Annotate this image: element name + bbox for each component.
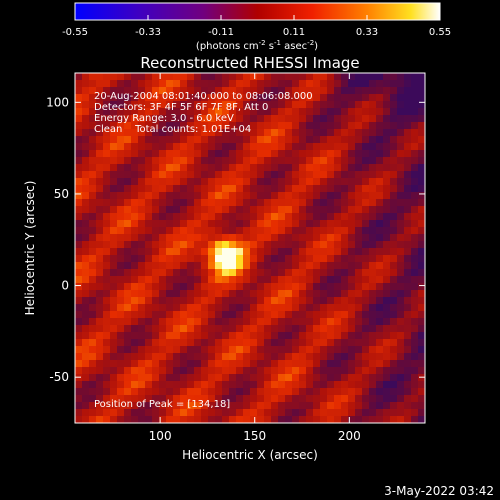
y-axis-label: Heliocentric Y (arcsec) (23, 181, 37, 316)
colorbar-tick-label: -0.33 (135, 27, 161, 38)
colorbar (74, 2, 441, 21)
chart-title: Reconstructed RHESSI Image (140, 54, 359, 72)
annotation-peak: Position of Peak = [134,18] (94, 399, 230, 410)
colorbar-unit-label: (photons cm-2 s-1 asec-2) (196, 39, 318, 52)
x-tick-label: 100 (149, 429, 172, 443)
colorbar-tick-label: 0.11 (283, 27, 305, 38)
heatmap-image (75, 73, 425, 423)
annotation-detectors: Detectors: 3F 4F 5F 6F 7F 8F, Att 0 (94, 102, 268, 113)
colorbar-tick-label: 0.33 (356, 27, 378, 38)
x-tick-label: 150 (243, 429, 266, 443)
annotation-time: 20-Aug-2004 08:01:40.000 to 08:06:08.000 (94, 91, 313, 102)
plot-frame (74, 72, 426, 424)
axis-ticks: 100 150 200 -50 0 50 100 (46, 73, 425, 443)
y-tick-label: -50 (49, 370, 69, 384)
x-tick-label: 200 (338, 429, 361, 443)
colorbar-ticks: -0.55 -0.33 -0.11 0.11 0.33 0.55 (62, 15, 451, 38)
y-tick-label: 50 (54, 187, 69, 201)
colorbar-tick-label: 0.55 (429, 27, 451, 38)
footer-timestamp: 3-May-2022 03:42 (384, 484, 494, 498)
x-axis-label: Heliocentric X (arcsec) (182, 448, 318, 462)
annotation-energy: Energy Range: 3.0 - 6.0 keV (94, 113, 234, 124)
y-tick-label: 0 (61, 279, 69, 293)
colorbar-tick-label: -0.11 (208, 27, 234, 38)
annotation-method: Clean Total counts: 1.01E+04 (94, 124, 251, 135)
colorbar-tick-label: -0.55 (62, 27, 88, 38)
y-tick-label: 100 (46, 95, 69, 109)
